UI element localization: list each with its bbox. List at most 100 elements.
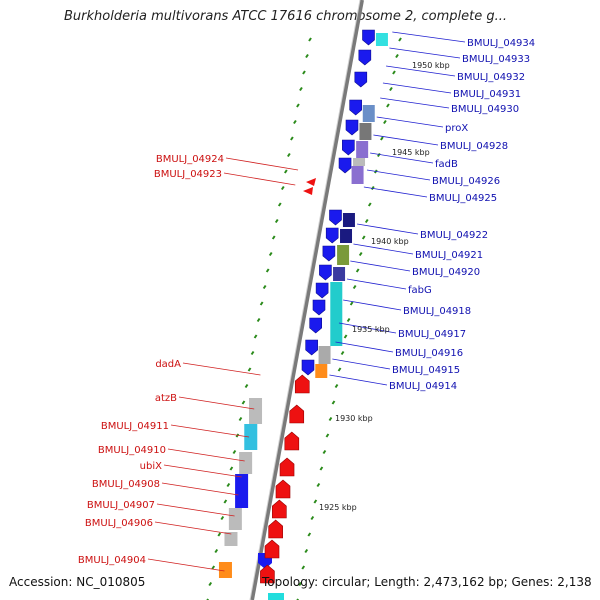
tick-mark — [253, 334, 258, 339]
tick-mark — [377, 152, 381, 158]
tick-mark — [325, 433, 330, 438]
plus-gene-label[interactable]: BMULJ_04932 — [457, 72, 525, 83]
tick-mark — [247, 367, 252, 372]
kbp-scale-label: 1950 kbp — [412, 61, 450, 70]
plus-gene-arrow[interactable] — [325, 227, 339, 244]
minus-gene-arrow[interactable] — [260, 564, 275, 584]
plus-gene-arrow[interactable] — [329, 209, 342, 226]
minus-gene-arrow[interactable] — [289, 404, 305, 424]
plus-gene-label[interactable]: BMULJ_04914 — [389, 381, 457, 392]
minus-gene-arrow[interactable] — [272, 499, 287, 519]
plus-gene-arrow[interactable] — [338, 157, 352, 174]
label-leader — [170, 424, 250, 438]
minus-gene-label[interactable]: BMULJ_04906 — [85, 518, 153, 529]
plus-gene-label[interactable]: BMULJ_04930 — [451, 104, 519, 115]
plus-gene-label[interactable]: BMULJ_04934 — [467, 38, 535, 49]
tick-mark — [226, 482, 231, 488]
minus-label-leaders — [147, 157, 299, 572]
tick-mark — [262, 284, 267, 290]
label-leader — [332, 358, 391, 370]
tick-mark — [322, 449, 327, 455]
tick-mark — [352, 284, 357, 290]
tick-mark — [392, 70, 396, 75]
minus-gene-arrow[interactable] — [268, 519, 283, 539]
minus-gene-label[interactable]: dadA — [155, 359, 181, 370]
minus-strand-features — [260, 178, 316, 584]
label-leader — [350, 260, 411, 272]
kbp-scale-label: 1930 kbp — [335, 414, 373, 423]
label-leader — [363, 186, 428, 198]
plus-gene-arrow[interactable] — [315, 282, 329, 299]
plus-gene-label[interactable]: BMULJ_04925 — [429, 193, 497, 204]
plus-gene-arrow[interactable] — [349, 99, 362, 116]
plus-gene-label[interactable]: BMULJ_04926 — [432, 176, 500, 187]
tick-mark — [398, 37, 402, 42]
plus-gene-arrow[interactable] — [312, 299, 326, 316]
label-leader — [376, 116, 444, 128]
tick-mark — [268, 251, 273, 257]
plus-strand-features — [258, 29, 375, 569]
tick-mark — [355, 268, 360, 273]
plus-gene-label[interactable]: BMULJ_04918 — [403, 306, 471, 317]
plus-gene-label[interactable]: proX — [445, 123, 468, 134]
label-leader — [392, 31, 466, 43]
label-leader — [156, 503, 235, 517]
minus-gene-arrow[interactable] — [294, 374, 310, 394]
label-leader — [161, 482, 239, 496]
minus-gene-label[interactable]: BMULJ_04908 — [92, 479, 160, 490]
plus-gene-arrow[interactable] — [358, 49, 372, 66]
label-leader — [386, 65, 456, 77]
tick-mark — [211, 565, 216, 570]
minus-gene-label[interactable]: BMULJ_04910 — [98, 445, 166, 456]
plus-gene-label[interactable]: BMULJ_04933 — [462, 54, 530, 65]
inner-tick-ring — [296, 37, 402, 600]
plus-gene-arrow[interactable] — [319, 264, 332, 281]
minus-gene-label[interactable]: BMULJ_04904 — [78, 555, 146, 566]
minus-gene-arrow[interactable] — [306, 178, 316, 186]
plus-gene-arrow[interactable] — [345, 119, 359, 136]
kbp-scale-label: 1925 kbp — [319, 503, 357, 512]
plus-gene-arrow[interactable] — [322, 245, 336, 262]
tick-mark — [280, 185, 285, 191]
plus-gene-label[interactable]: BMULJ_04922 — [420, 230, 488, 241]
minus-gene-label[interactable]: BMULJ_04911 — [101, 421, 169, 432]
tick-mark — [284, 169, 288, 174]
minus-gene-label[interactable]: BMULJ_04907 — [87, 500, 155, 511]
plus-gene-arrow[interactable] — [354, 71, 368, 88]
tick-mark — [296, 103, 300, 108]
minus-gene-arrow[interactable] — [284, 431, 300, 451]
tick-mark — [298, 581, 303, 587]
minus-gene-arrow[interactable] — [279, 457, 295, 477]
plus-gene-label[interactable]: fabG — [408, 285, 432, 296]
accession-text: Accession: NC_010805 — [9, 575, 146, 589]
minus-gene-label[interactable]: ubiX — [140, 461, 162, 472]
label-leader — [338, 322, 397, 334]
plus-gene-arrow[interactable] — [309, 317, 323, 334]
plus-gene-label[interactable]: fadB — [435, 159, 458, 170]
minus-gene-arrow[interactable] — [275, 479, 291, 499]
tick-mark — [277, 202, 282, 207]
plus-gene-arrow[interactable] — [301, 359, 315, 376]
cog-box — [244, 424, 258, 450]
plus-gene-label[interactable]: BMULJ_04921 — [415, 250, 483, 261]
minus-gene-label[interactable]: BMULJ_04923 — [154, 169, 222, 180]
chromosome-backbone — [250, 0, 364, 600]
tick-mark — [389, 86, 393, 92]
minus-gene-arrow[interactable] — [264, 539, 280, 559]
plus-gene-arrow[interactable] — [305, 339, 318, 356]
minus-gene-label[interactable]: atzB — [155, 393, 177, 404]
minus-gene-arrow[interactable] — [303, 187, 313, 195]
plus-gene-label[interactable]: BMULJ_04916 — [395, 348, 463, 359]
kbp-scale-label: 1940 kbp — [371, 237, 409, 246]
minus-gene-label[interactable]: BMULJ_04924 — [156, 154, 224, 165]
plus-gene-label[interactable]: BMULJ_04917 — [398, 329, 466, 340]
plus-gene-label[interactable]: BMULJ_04915 — [392, 365, 460, 376]
plus-gene-label[interactable]: BMULJ_04931 — [453, 89, 521, 100]
tick-mark — [334, 383, 339, 389]
plus-gene-arrow[interactable] — [342, 139, 355, 156]
plus-gene-label[interactable]: BMULJ_04928 — [440, 141, 508, 152]
plus-gene-label[interactable]: BMULJ_04920 — [412, 267, 480, 278]
plus-gene-arrow[interactable] — [362, 29, 375, 46]
tick-mark — [370, 185, 375, 191]
